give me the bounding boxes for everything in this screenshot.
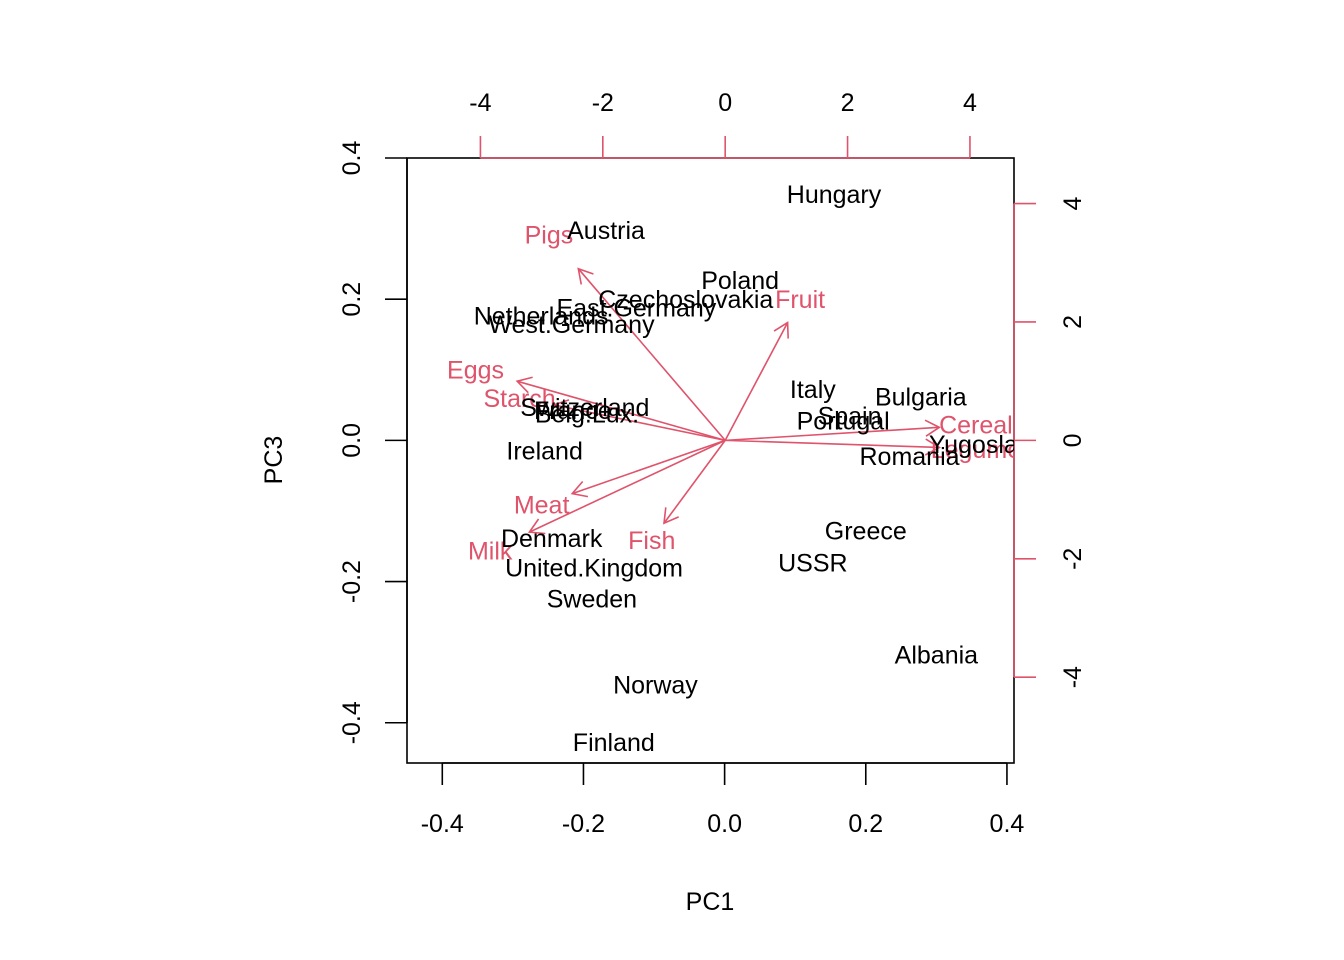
loading-arrow-cereals xyxy=(725,426,940,442)
loading-label-fish: Fish xyxy=(628,527,675,555)
point-label-france: France xyxy=(534,397,612,425)
bottom-tick-label-0-4: 0.4 xyxy=(990,810,1025,838)
loading-arrowhead-eggs xyxy=(515,376,533,394)
point-label-sweden: Sweden xyxy=(547,586,637,614)
loading-arrow-legumes xyxy=(725,439,940,449)
point-label-albania: Albania xyxy=(895,641,978,669)
left-tick-label-0-2: -0.2 xyxy=(338,560,366,603)
bottom-tick-label-0-2: 0.2 xyxy=(848,810,883,838)
y-axis-title: PC3 xyxy=(260,436,288,485)
point-label-bulgaria: Bulgaria xyxy=(875,384,967,412)
loading-label-pigs: Pigs xyxy=(525,221,574,249)
point-label-norway: Norway xyxy=(613,672,698,700)
loading-arrowhead-meat xyxy=(570,481,589,498)
point-label-denmark: Denmark xyxy=(501,525,603,553)
loading-arrowhead-fruit xyxy=(773,321,789,339)
point-label-ireland: Ireland xyxy=(506,437,582,465)
loading-arrowhead-milk xyxy=(527,518,546,535)
bottom-tick-label-0-4: -0.4 xyxy=(421,810,464,838)
point-label-czechoslovakia: Czechoslovakia xyxy=(598,286,773,314)
right-tick-label-4: 4 xyxy=(1059,197,1087,211)
point-label-yugoslavia: Yugoslavia xyxy=(929,431,1050,459)
loading-label-milk: Milk xyxy=(468,537,513,565)
top-tick-label-4: -4 xyxy=(469,89,491,117)
loading-arrowhead-legumes xyxy=(924,438,941,456)
left-tick-label-0-0: 0.0 xyxy=(338,423,366,458)
top-tick-label-2: 2 xyxy=(841,89,855,117)
point-label-united-kingdom: United.Kingdom xyxy=(505,554,683,582)
point-label-netherlands: Netherlands xyxy=(474,302,609,330)
right-tick-label-2: 2 xyxy=(1059,315,1087,329)
loading-arrow-meat xyxy=(571,439,726,495)
point-label-spain: Spain xyxy=(818,403,882,431)
right-tick-label-4: -4 xyxy=(1059,666,1087,688)
point-label-ussr: USSR xyxy=(778,550,847,578)
point-label-belg-lux: Belg.Lux. xyxy=(535,401,639,429)
right-tick-label-0: 0 xyxy=(1059,433,1087,447)
loading-label-meat: Meat xyxy=(514,491,570,519)
point-label-austria: Austria xyxy=(567,217,645,245)
bottom-tick-label-0-0: 0.0 xyxy=(707,810,742,838)
point-label-portugal: Portugal xyxy=(797,408,890,436)
point-label-hungary: Hungary xyxy=(787,181,882,209)
loading-arrow-starch xyxy=(553,404,726,442)
left-tick-label-0-2: 0.2 xyxy=(338,282,366,317)
loading-arrow-eggs xyxy=(516,380,726,442)
loading-arrow-pigs xyxy=(577,268,726,441)
loading-label-legumes: Legumes xyxy=(931,436,1034,464)
left-tick-label-0-4: -0.4 xyxy=(338,701,366,744)
loading-label-fruit: Fruit xyxy=(775,286,825,314)
loading-arrow-milk xyxy=(529,439,726,533)
bottom-tick-label-0-2: -0.2 xyxy=(562,810,605,838)
loading-arrowhead-pigs xyxy=(577,267,594,285)
loading-arrowhead-starch xyxy=(552,399,570,417)
loading-arrowhead-cereals xyxy=(924,419,941,437)
loading-arrow-fish xyxy=(663,439,726,524)
loading-label-cereals: Cereals xyxy=(939,412,1025,440)
loading-arrow-fruit xyxy=(724,322,789,441)
point-label-poland: Poland xyxy=(701,267,779,295)
loading-label-starch: Starch xyxy=(483,385,555,413)
point-label-finland: Finland xyxy=(573,729,655,757)
axes-layer: -0.4 -0.2 0.0 0.2 0.4 -0.4 -0.2 0.0 0.2 0.4 -4 -2 0 2… xyxy=(338,89,1087,838)
point-label-west-germany: West.Germany xyxy=(488,311,655,339)
loading-label-eggs: Eggs xyxy=(447,356,504,384)
left-tick-label-0-4: 0.4 xyxy=(338,141,366,176)
point-label-greece: Greece xyxy=(825,518,907,546)
right-tick-label-2: -2 xyxy=(1059,548,1087,570)
top-tick-label-0: 0 xyxy=(718,89,732,117)
point-label-east-germany: East.Germany xyxy=(556,295,716,323)
observation-labels-layer: Hungary Austria PolandCzechoslovakiaEast.G… xyxy=(474,181,1050,757)
point-label-switzerland: Switzerland xyxy=(520,394,649,422)
point-label-italy: Italy xyxy=(790,376,836,404)
loading-arrowhead-fish xyxy=(663,507,679,525)
point-label-romania: Romania xyxy=(860,443,960,471)
x-axis-title: PC1 xyxy=(686,888,735,916)
top-tick-label-2: -2 xyxy=(592,89,614,117)
top-tick-label-4: 4 xyxy=(963,89,977,117)
